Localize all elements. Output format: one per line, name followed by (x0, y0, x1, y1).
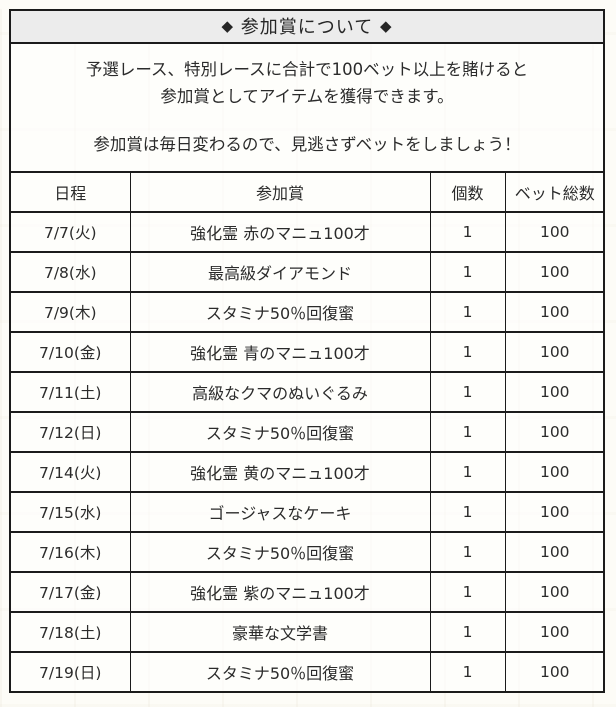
cell-quantity: 1 (429, 611, 505, 652)
prize-schedule-table: 日程 参加賞 個数 ベット総数 7/7(火) 強化霊 赤のマニュ100才 1 100 7… (11, 171, 604, 693)
cell-quantity: 1 (429, 331, 505, 372)
cell-total-bet: 100 (504, 251, 604, 292)
cell-quantity: 1 (429, 371, 505, 412)
cell-date: 7/7(火) (11, 211, 130, 252)
table-row: 7/16(木) スタミナ50％回復蜜 1 100 (11, 531, 604, 572)
cell-date: 7/9(木) (11, 291, 130, 332)
diamond-left-icon: ◆ (221, 17, 235, 35)
cell-total-bet: 100 (504, 531, 604, 572)
diamond-right-icon: ◆ (379, 17, 393, 35)
table-row: 7/10(金) 強化霊 青のマニュ100才 1 100 (11, 331, 604, 372)
table-row: 7/19(日) スタミナ50％回復蜜 1 100 (11, 651, 604, 693)
cell-date: 7/12(日) (11, 411, 130, 452)
cell-quantity: 1 (429, 571, 505, 612)
cell-prize: 強化霊 紫のマニュ100才 (129, 571, 430, 612)
table-row: 7/12(日) スタミナ50％回復蜜 1 100 (11, 411, 604, 452)
cell-prize: スタミナ50％回復蜜 (129, 411, 430, 452)
cell-quantity: 1 (429, 291, 505, 332)
cell-date: 7/11(土) (11, 371, 130, 412)
intro-spacer (11, 110, 603, 131)
cell-date: 7/19(日) (11, 651, 130, 693)
column-header-date: 日程 (11, 171, 130, 212)
cell-date: 7/16(木) (11, 531, 130, 572)
table-row: 7/18(土) 豪華な文学書 1 100 (11, 611, 604, 652)
cell-prize: 強化霊 青のマニュ100才 (129, 331, 430, 372)
intro-description: 予選レース、特別レースに合計で100ベット以上を賭けると 参加賞としてアイテムを… (11, 44, 603, 171)
cell-total-bet: 100 (504, 371, 604, 412)
cell-date: 7/17(金) (11, 571, 130, 612)
cell-date: 7/10(金) (11, 331, 130, 372)
cell-total-bet: 100 (504, 411, 604, 452)
cell-prize: 強化霊 赤のマニュ100才 (129, 211, 430, 252)
participation-prize-panel: ◆ 参加賞について ◆ 予選レース、特別レースに合計で100ベット以上を賭けると… (9, 9, 605, 693)
table-row: 7/8(水) 最高級ダイアモンド 1 100 (11, 251, 604, 292)
cell-total-bet: 100 (504, 651, 604, 693)
cell-quantity: 1 (429, 531, 505, 572)
cell-quantity: 1 (429, 451, 505, 492)
cell-quantity: 1 (429, 651, 505, 693)
cell-total-bet: 100 (504, 611, 604, 652)
cell-total-bet: 100 (504, 331, 604, 372)
intro-line-2: 参加賞としてアイテムを獲得できます。 (160, 87, 454, 106)
table-header-row: 日程 参加賞 個数 ベット総数 (11, 171, 604, 212)
intro-line-3: 参加賞は毎日変わるので、見逃さずベットをしましょう！ (93, 135, 521, 154)
cell-quantity: 1 (429, 211, 505, 252)
cell-date: 7/15(水) (11, 491, 130, 532)
cell-date: 7/14(火) (11, 451, 130, 492)
table-row: 7/14(火) 強化霊 黄のマニュ100才 1 100 (11, 451, 604, 492)
panel-header-banner: ◆ 参加賞について ◆ (11, 11, 603, 44)
cell-total-bet: 100 (504, 491, 604, 532)
cell-prize: 高級なクマのぬいぐるみ (129, 371, 430, 412)
cell-prize: ゴージャスなケーキ (129, 491, 430, 532)
cell-total-bet: 100 (504, 571, 604, 612)
cell-prize: スタミナ50％回復蜜 (129, 531, 430, 572)
cell-total-bet: 100 (504, 211, 604, 252)
cell-quantity: 1 (429, 411, 505, 452)
cell-prize: 強化霊 黄のマニュ100才 (129, 451, 430, 492)
cell-prize: 最高級ダイアモンド (129, 251, 430, 292)
cell-total-bet: 100 (504, 291, 604, 332)
table-row: 7/7(火) 強化霊 赤のマニュ100才 1 100 (11, 211, 604, 252)
cell-prize: スタミナ50％回復蜜 (129, 291, 430, 332)
intro-line-1: 予選レース、特別レースに合計で100ベット以上を賭けると (85, 60, 529, 79)
column-header-quantity: 個数 (429, 171, 505, 212)
page-title: 参加賞について (240, 17, 374, 38)
cell-prize: スタミナ50％回復蜜 (129, 651, 430, 693)
column-header-total-bet: ベット総数 (504, 171, 604, 212)
cell-prize: 豪華な文学書 (129, 611, 430, 652)
table-row: 7/15(水) ゴージャスなケーキ 1 100 (11, 491, 604, 532)
cell-quantity: 1 (429, 251, 505, 292)
cell-date: 7/18(土) (11, 611, 130, 652)
prize-table-body: 7/7(火) 強化霊 赤のマニュ100才 1 100 7/8(水) 最高級ダイアモンド 1 1… (11, 211, 604, 693)
cell-quantity: 1 (429, 491, 505, 532)
table-row: 7/9(木) スタミナ50％回復蜜 1 100 (11, 291, 604, 332)
column-header-prize: 参加賞 (129, 171, 430, 212)
cell-date: 7/8(水) (11, 251, 130, 292)
table-row: 7/11(土) 高級なクマのぬいぐるみ 1 100 (11, 371, 604, 412)
table-row: 7/17(金) 強化霊 紫のマニュ100才 1 100 (11, 571, 604, 612)
cell-total-bet: 100 (504, 451, 604, 492)
